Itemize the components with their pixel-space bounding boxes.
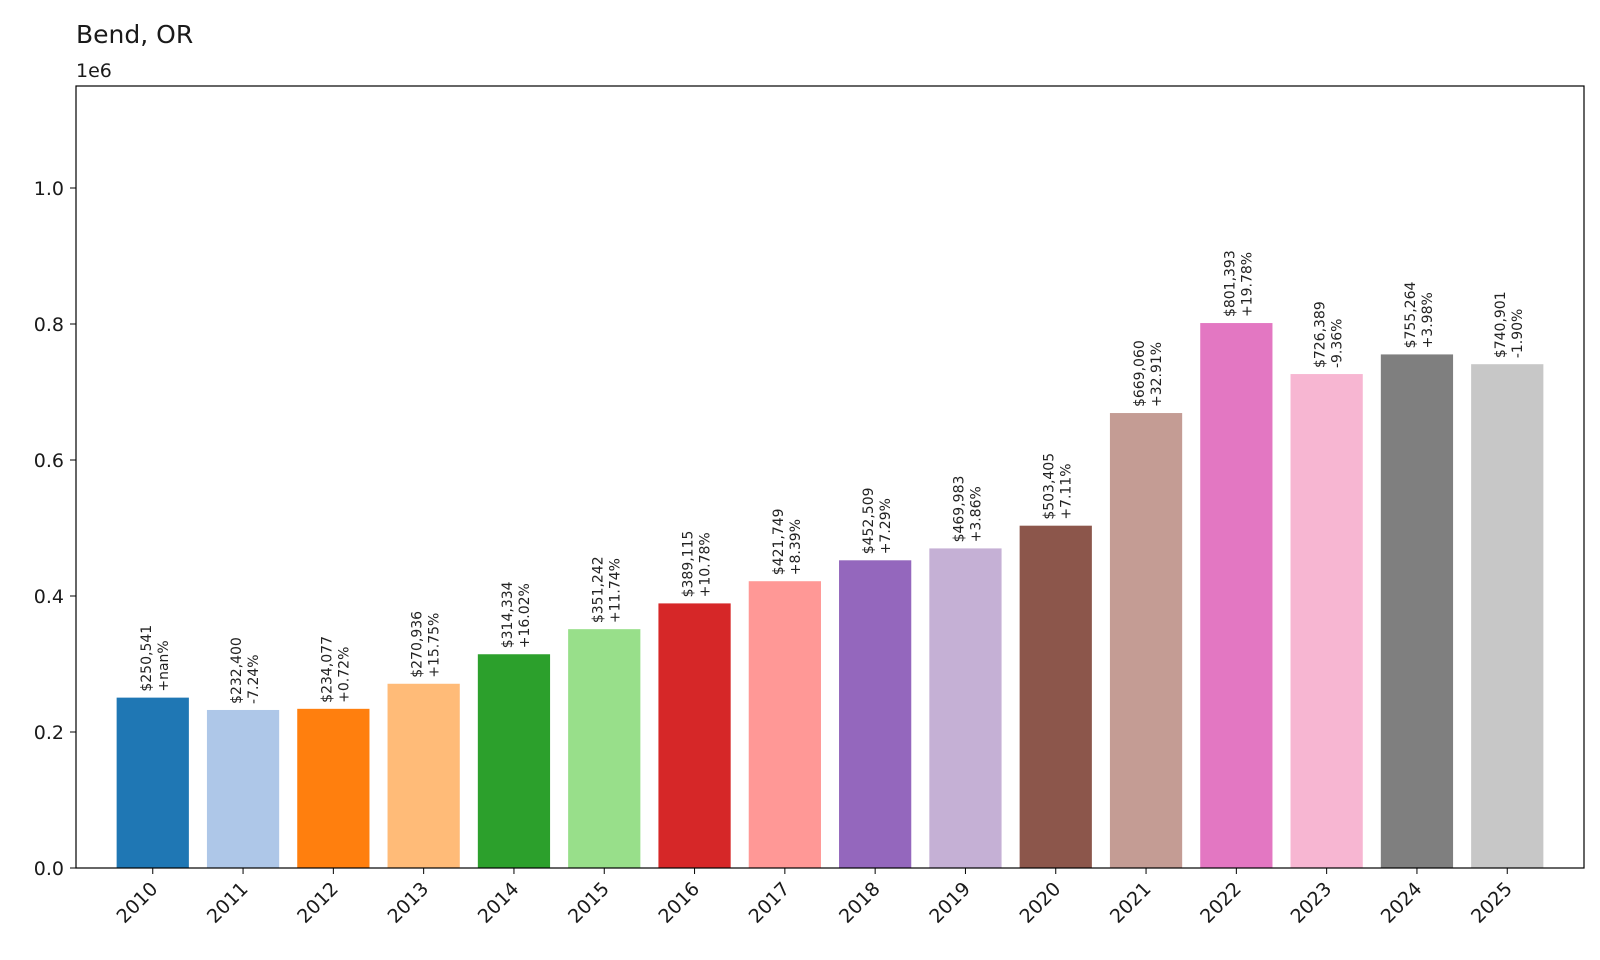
bar-2013 (387, 683, 460, 868)
bar-value-label-2025: $740,901 (1493, 291, 1509, 358)
bar-value-label-2014: $314,334 (500, 581, 516, 648)
x-tick-label-2016: 2016 (654, 878, 704, 928)
y-tick-label: 1.0 (34, 178, 64, 200)
x-tick-label-2025: 2025 (1467, 878, 1517, 928)
y-axis: 0.0 0.2 0.4 0.6 0.8 1.0 (34, 178, 76, 880)
bar-value-label-2015: $351,242 (590, 556, 606, 623)
bar-value-label-2011: $232,400 (229, 637, 245, 704)
bar-value-label-2018: $452,509 (861, 487, 877, 554)
bar-2016 (658, 603, 731, 868)
x-tick-label-2023: 2023 (1286, 878, 1336, 928)
bar-change-label-2020: +7.11% (1059, 463, 1075, 519)
x-tick-label-2014: 2014 (474, 878, 524, 928)
bar-2014 (477, 654, 551, 868)
bar-2025 (1471, 364, 1544, 868)
bar-value-label-2022: $801,393 (1222, 250, 1238, 317)
bar-value-label-2012: $234,077 (319, 636, 335, 703)
bar-value-label-2016: $389,115 (681, 531, 697, 598)
bar-2017 (748, 581, 821, 868)
bar-change-label-2025: -1.90% (1510, 309, 1526, 359)
bar-value-label-2021: $669,060 (1132, 340, 1148, 407)
x-tick-label-2024: 2024 (1377, 878, 1427, 928)
bar-change-label-2016: +10.78% (698, 532, 714, 597)
bar-2022 (1200, 323, 1273, 869)
x-tick-label-2018: 2018 (835, 878, 885, 928)
bar-2015 (568, 629, 641, 868)
bar-2018 (839, 560, 912, 868)
bar-value-label-2019: $469,983 (951, 476, 967, 543)
bar-change-label-2015: +11.74% (607, 558, 623, 623)
bar-change-label-2013: +15.75% (427, 613, 443, 678)
y-tick-label: 0.2 (34, 722, 64, 744)
bar-value-label-2013: $270,936 (410, 611, 426, 678)
x-tick-label-2010: 2010 (113, 878, 163, 928)
y-tick-label: 0.4 (34, 586, 64, 608)
x-tick-label-2021: 2021 (1106, 878, 1156, 928)
x-tick-label-2012: 2012 (293, 878, 343, 928)
bar-2024 (1380, 354, 1454, 868)
bar-2019 (929, 548, 1002, 868)
bar-labels-group: $250,541 +nan% $232,400 -7.24% $234,077 +0.72… (139, 250, 1526, 704)
bar-2012 (297, 708, 370, 868)
bar-change-label-2024: +3.98% (1420, 292, 1436, 348)
y-tick-label: 0.6 (34, 450, 64, 472)
bar-value-label-2024: $755,264 (1403, 282, 1419, 349)
y-tick-label: 0.0 (34, 858, 64, 880)
bar-2020 (1019, 525, 1092, 868)
bar-change-label-2019: +3.86% (968, 486, 984, 542)
bar-change-label-2011: -7.24% (246, 654, 262, 704)
bar-change-label-2018: +7.29% (878, 498, 894, 554)
bar-change-label-2014: +16.02% (517, 583, 533, 648)
x-tick-label-2019: 2019 (925, 878, 975, 928)
x-tick-label-2011: 2011 (203, 878, 253, 928)
bar-2011 (206, 709, 280, 868)
bar-change-label-2012: +0.72% (336, 647, 352, 703)
bar-change-label-2010: +nan% (156, 640, 172, 691)
bar-change-label-2023: -9.36% (1330, 319, 1346, 369)
bar-change-label-2017: +8.39% (788, 519, 804, 575)
x-axis: 2010 2011 2012 2013 2014 2015 2016 2017 2018 2019… (113, 868, 1517, 928)
bar-2010 (116, 697, 189, 868)
x-tick-label-2017: 2017 (745, 878, 795, 928)
bar-2023 (1290, 374, 1363, 868)
x-tick-label-2013: 2013 (383, 878, 433, 928)
bar-2021 (1109, 413, 1183, 868)
bar-value-label-2023: $726,389 (1313, 301, 1329, 368)
bar-change-label-2021: +32.91% (1149, 342, 1165, 407)
bar-value-label-2010: $250,541 (139, 625, 155, 692)
bar-value-label-2017: $421,749 (771, 508, 787, 575)
y-axis-offset-label: 1e6 (76, 60, 112, 82)
bar-value-label-2020: $503,405 (1042, 453, 1058, 520)
x-tick-label-2022: 2022 (1196, 878, 1246, 928)
x-tick-label-2020: 2020 (1016, 878, 1066, 928)
chart-title: Bend, OR (76, 20, 194, 49)
bars-group (116, 323, 1544, 869)
bar-change-label-2022: +19.78% (1239, 252, 1255, 317)
plot-frame (75, 85, 1585, 869)
y-tick-label: 0.8 (34, 314, 64, 336)
x-tick-label-2015: 2015 (564, 878, 614, 928)
